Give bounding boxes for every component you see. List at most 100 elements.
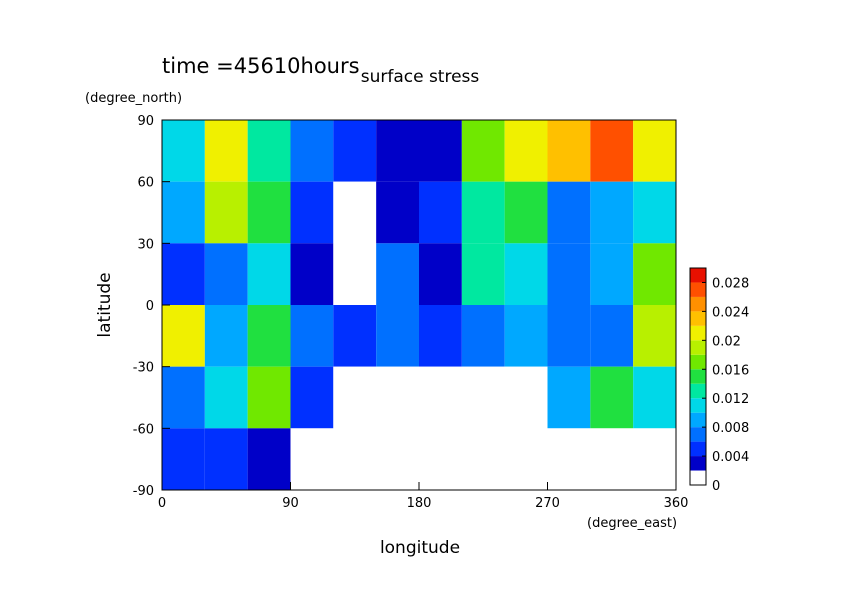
colorbar-band	[690, 369, 706, 384]
contour-cell	[590, 366, 634, 429]
colorbar-band	[690, 456, 706, 471]
contour-cell	[376, 120, 419, 182]
colorbar-tick-label: 0.02	[712, 334, 741, 349]
contour-cell	[547, 181, 591, 244]
contour-cell	[204, 305, 248, 367]
contour-cell	[247, 305, 291, 367]
contour-cell	[333, 120, 377, 182]
contour-cell	[461, 181, 505, 244]
chart-title: surface stress	[361, 67, 480, 87]
contour-cell	[590, 428, 634, 490]
y-axis-label: latitude	[95, 272, 115, 337]
subtitle: time =45610hours	[162, 54, 360, 78]
contour-cell	[504, 305, 548, 367]
contour-cell	[290, 181, 334, 244]
contour-cell	[247, 366, 291, 429]
colorbar-band	[690, 441, 706, 457]
x-tick-label: 0	[158, 496, 166, 511]
colorbar-tick-label: 0.016	[712, 363, 749, 378]
colorbar-band	[690, 354, 706, 370]
colorbar-tick-label: 0.028	[712, 276, 749, 291]
contour-cell	[247, 120, 291, 182]
contour-cell	[162, 181, 205, 244]
contour-cell	[461, 243, 505, 305]
contour-cell	[590, 243, 634, 305]
contour-cell	[590, 305, 634, 367]
contour-cell	[504, 243, 548, 305]
colorbar-tick-label: 0.008	[712, 421, 749, 436]
contour-cell	[461, 305, 505, 367]
colorbar-tick-label: 0.004	[712, 450, 749, 465]
contour-cell	[333, 366, 377, 429]
contour-cell	[162, 428, 205, 490]
contour-cell	[290, 243, 334, 305]
contour-cell	[504, 428, 548, 490]
contour-cell	[376, 305, 419, 367]
contour-cell	[547, 366, 591, 429]
contour-cell	[633, 181, 676, 244]
colorbar-frame	[689, 267, 707, 486]
contour-cell	[376, 366, 419, 429]
contour-cell	[590, 181, 634, 244]
colorbar-band	[690, 412, 706, 428]
colorbar-tick-label: 0	[712, 479, 720, 494]
contour-cell	[162, 243, 205, 305]
contour-cell	[547, 428, 591, 490]
contour-cell	[461, 366, 505, 429]
contour-cell	[547, 305, 591, 367]
contour-cell	[162, 120, 205, 182]
contour-cell	[333, 428, 377, 490]
contour-cell	[633, 305, 676, 367]
x-unit: (degree_east)	[587, 516, 677, 531]
contour-cell	[633, 428, 676, 490]
contour-cell	[461, 428, 505, 490]
contour-cell	[290, 428, 334, 490]
contour-cell	[419, 366, 462, 429]
contour-cell	[204, 181, 248, 244]
contour-cell	[290, 305, 334, 367]
y-tick-label: 30	[137, 237, 154, 252]
contour-cell	[290, 120, 334, 182]
colorbar-band	[690, 427, 706, 442]
contour-cell	[504, 366, 548, 429]
contour-cell	[461, 120, 505, 182]
y-tick-label: -30	[133, 361, 154, 376]
contour-cell	[204, 366, 248, 429]
contour-cell	[419, 243, 462, 305]
contour-cell	[633, 120, 676, 182]
contour-cell	[376, 243, 419, 305]
contour-cell	[419, 181, 462, 244]
x-tick-label: 360	[664, 496, 689, 511]
y-tick-label: 90	[137, 114, 154, 129]
y-unit: (degree_north)	[85, 91, 182, 106]
colorbar-band	[690, 296, 706, 312]
contour-cell	[162, 366, 205, 429]
contour-cell	[333, 305, 377, 367]
colorbar-band	[690, 311, 706, 326]
colorbar-band	[690, 470, 706, 485]
contour-cell	[547, 243, 591, 305]
x-tick-label: 180	[407, 496, 432, 511]
colorbar-band	[690, 398, 706, 413]
contour-cell	[247, 428, 291, 490]
y-tick-label: 0	[146, 299, 154, 314]
contour-cell	[204, 120, 248, 182]
contour-cell	[376, 181, 419, 244]
contour-cell	[290, 366, 334, 429]
contour-cell	[204, 243, 248, 305]
y-tick-label: -60	[133, 422, 154, 437]
contour-cell	[504, 120, 548, 182]
y-tick-label: 60	[137, 176, 154, 191]
contour-cell	[504, 181, 548, 244]
x-tick-label: 90	[282, 496, 299, 511]
colorbar-band	[690, 383, 706, 399]
colorbar-tick-label: 0.012	[712, 392, 749, 407]
contour-cell	[633, 366, 676, 429]
contour-cell	[247, 181, 291, 244]
x-axis-label: longitude	[380, 538, 460, 558]
contour-cell	[419, 428, 462, 490]
y-tick-label: -90	[133, 484, 154, 499]
contour-cell	[590, 120, 634, 182]
contour-cell	[162, 305, 205, 367]
